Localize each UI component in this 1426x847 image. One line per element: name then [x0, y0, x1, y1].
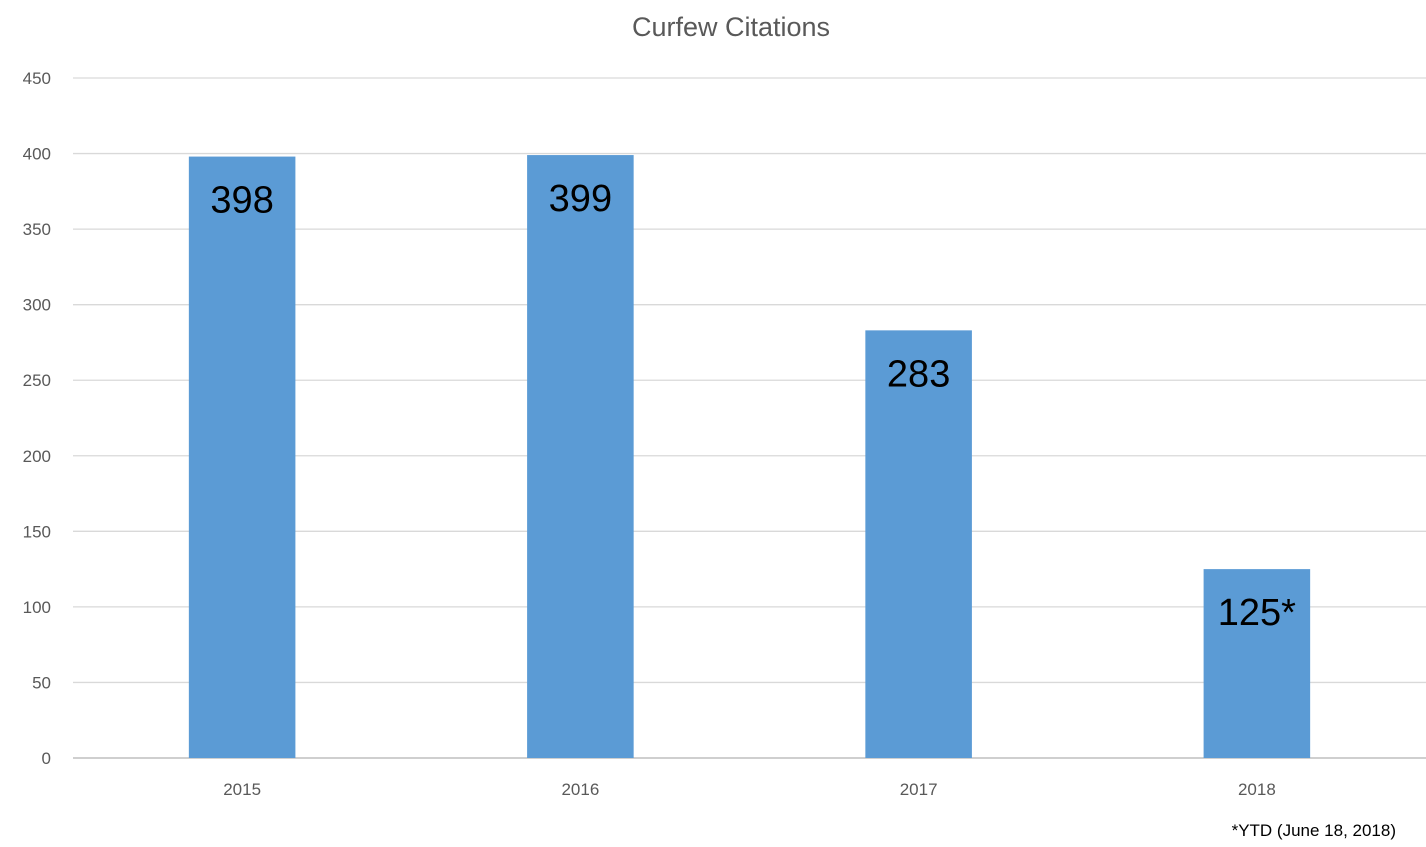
- y-tick-label: 200: [23, 447, 51, 466]
- footnote: *YTD (June 18, 2018): [1231, 821, 1396, 840]
- x-tick-label-2016: 2016: [561, 780, 599, 799]
- chart-title: Curfew Citations: [632, 12, 830, 42]
- bars: [188, 155, 1311, 759]
- x-tick-label-2015: 2015: [223, 780, 261, 799]
- data-label-2018: 125*: [1218, 592, 1296, 634]
- bar-2016: [527, 155, 634, 759]
- bar-2017: [865, 330, 972, 758]
- x-axis-tick-labels: 2015 2016 2017 2018: [223, 780, 1276, 799]
- y-axis-tick-labels: 0 50 100 150 200 250 300 350 400 450: [23, 69, 51, 768]
- x-tick-label-2018: 2018: [1238, 780, 1276, 799]
- y-tick-label: 400: [23, 145, 51, 164]
- y-tick-label: 100: [23, 598, 51, 617]
- data-label-2015: 398: [210, 180, 273, 222]
- x-tick-label-2017: 2017: [900, 780, 938, 799]
- data-label-2016: 399: [549, 178, 612, 220]
- y-tick-label: 300: [23, 296, 51, 315]
- y-tick-label: 50: [32, 673, 51, 692]
- gridlines: [73, 77, 1426, 759]
- data-labels: 398 399 283 125*: [210, 178, 1296, 634]
- y-tick-label: 0: [42, 749, 51, 768]
- bar-2018: [1203, 569, 1311, 758]
- y-tick-label: 350: [23, 220, 51, 239]
- y-tick-label: 150: [23, 522, 51, 541]
- y-tick-label: 250: [23, 371, 51, 390]
- bar-2015: [188, 156, 296, 759]
- y-tick-label: 450: [23, 69, 51, 88]
- data-label-2017: 283: [887, 353, 950, 395]
